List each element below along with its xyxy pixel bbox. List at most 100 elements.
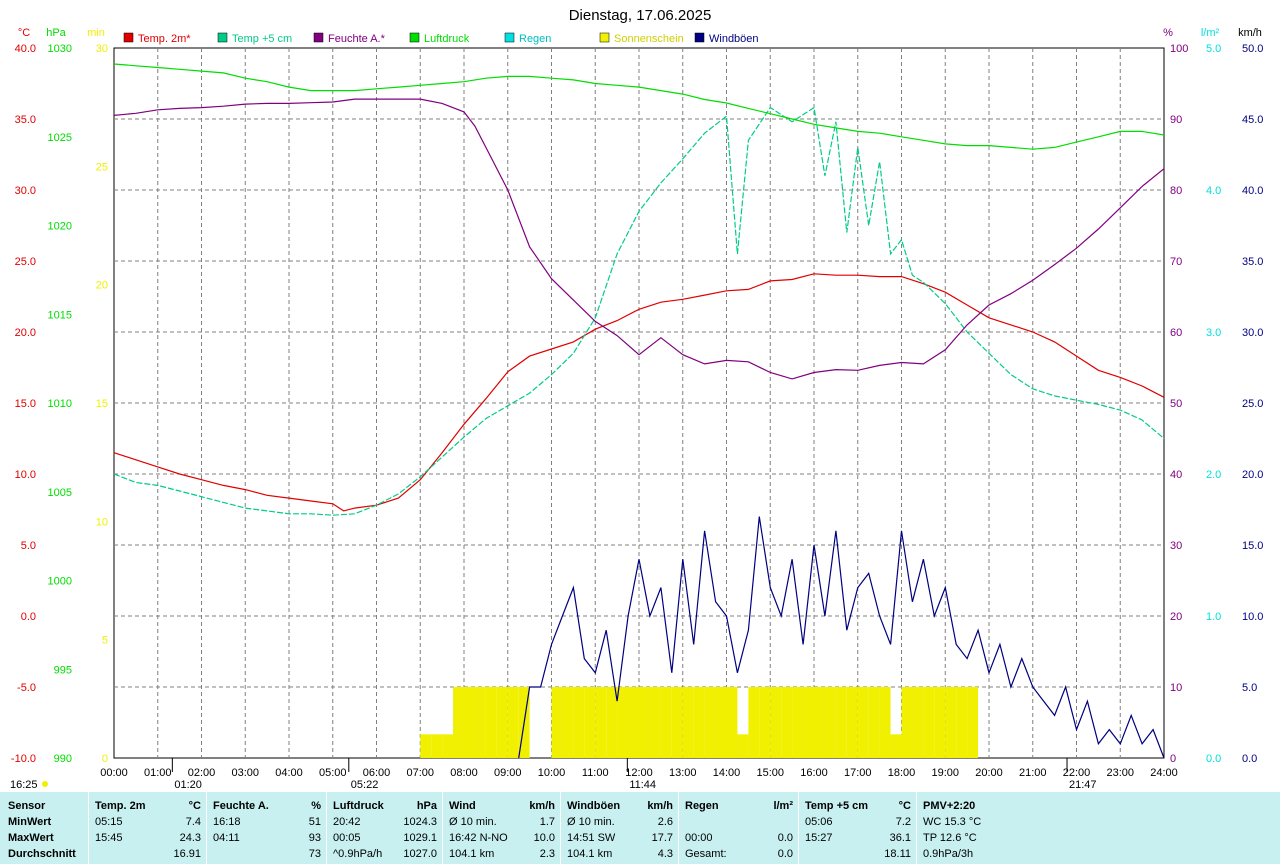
summary-group-unit: hPa	[416, 800, 437, 812]
legend-swatch	[409, 32, 420, 43]
humidity-tick-label: 60	[1170, 327, 1182, 339]
summary-group-title: Wind	[449, 800, 476, 812]
summary-group-title: Luftdruck	[333, 800, 384, 812]
legend-swatch	[313, 32, 324, 43]
temp2m-line	[113, 273, 1165, 512]
sunshine-bar	[901, 687, 913, 758]
legend-label: Feuchte A.*	[328, 33, 386, 45]
legend-swatch	[694, 32, 705, 43]
sunshine-bar	[726, 687, 738, 758]
summary-group-unit: °C	[188, 800, 201, 812]
x-tick-label: 14:00	[713, 767, 741, 779]
summary-group: Feuchte A.% 16:18 51 04:11 93 73	[206, 792, 327, 864]
wind-tick-label: 25.0	[1242, 398, 1263, 410]
summary-cell-value: 18.11	[884, 848, 911, 860]
rain-tick-label: 1.0	[1206, 611, 1221, 623]
x-tick-label: 04:00	[275, 767, 303, 779]
legend-swatch	[504, 32, 515, 43]
summary-cell-value: 24.3	[179, 832, 201, 844]
summary-cell-value: 1027.0	[403, 848, 437, 860]
sunshine-unit-label: min	[87, 27, 105, 39]
rain-tick-label: 4.0	[1206, 185, 1221, 197]
temp5cm-line	[113, 106, 1165, 516]
summary-cell-label: 15:45	[95, 832, 123, 844]
solar-noon-marker-label: 11:44	[629, 779, 656, 791]
summary-cell-label: Ø 10 min.	[567, 816, 615, 828]
summary-group-unit: l/m²	[773, 800, 793, 812]
sunshine-bar	[573, 687, 585, 758]
summary-group-unit: %	[311, 800, 321, 812]
sunshine-bar	[923, 687, 935, 758]
legend-label: Luftdruck	[424, 33, 470, 45]
summary-group-title: PMV+2:20	[923, 800, 976, 812]
sunshine-bar	[956, 687, 968, 758]
summary-cell-label: Gesamt:	[685, 848, 727, 860]
humidity-tick-label: 20	[1170, 611, 1182, 623]
summary-group: Luftdruck hPa 20:42 1024.3 00:05 1029.1 ^0.9hP…	[326, 792, 443, 864]
pressure-tick-label: 1005	[48, 487, 72, 499]
x-tick-label: 24:00	[1150, 767, 1178, 779]
humidity-tick-label: 40	[1170, 469, 1182, 481]
wind-tick-label: 30.0	[1242, 327, 1263, 339]
rain-tick-label: 0.0	[1206, 753, 1221, 765]
sunshine-tick-label: 5	[102, 635, 108, 647]
wind-tick-label: 45.0	[1242, 114, 1263, 126]
sunshine-bar	[639, 687, 650, 758]
sunshine-bar	[474, 687, 486, 758]
sunshine-bar	[693, 687, 705, 758]
summary-cell-value: 1.7	[539, 816, 555, 828]
sunshine-bar	[715, 687, 727, 758]
chart-events: 16:25 01:20 05:22 11:44 21:47	[10, 758, 1097, 791]
temp-unit-label: °C	[18, 27, 30, 39]
summary-group-title: Feuchte A.	[213, 800, 269, 812]
sunshine-tick-label: 20	[96, 280, 108, 292]
humidity-line	[113, 98, 1165, 380]
wind-tick-label: 0.0	[1242, 753, 1257, 765]
sunshine-bar	[442, 734, 454, 758]
humidity-tick-label: 0	[1170, 753, 1176, 765]
summary-group-title: Regen	[685, 800, 719, 812]
sunshine-tick-label: 25	[96, 161, 108, 173]
temp-tick-label: 10.0	[15, 469, 36, 481]
sunshine-bar	[507, 687, 519, 758]
summary-cell-label: 00:05	[333, 832, 361, 844]
x-tick-label: 05:00	[319, 767, 347, 779]
x-tick-label: 21:00	[1019, 767, 1047, 779]
humidity-tick-label: 70	[1170, 256, 1182, 268]
sunshine-bar	[595, 687, 607, 758]
wind-tick-label: 15.0	[1242, 540, 1263, 552]
sunshine-bars	[420, 687, 979, 758]
summary-cell-label: 05:15	[95, 816, 123, 828]
legend-label: Regen	[519, 33, 551, 45]
summary-group: Temp. 2m °C 05:15 7.4 15:45 24.3 16.91	[88, 792, 207, 864]
chart-title: Dienstag, 17.06.2025	[569, 7, 712, 24]
legend-swatch	[217, 32, 228, 43]
temp-tick-label: 25.0	[15, 256, 36, 268]
sunshine-bar	[890, 734, 902, 758]
summary-sensor-header: Sensor	[8, 800, 46, 812]
x-tick-label: 19:00	[931, 767, 959, 779]
sunshine-bar	[967, 687, 979, 758]
summary-group-unit: km/h	[647, 800, 673, 812]
event-left-time: 16:25	[10, 779, 38, 791]
summary-cell-value: 7.4	[185, 816, 201, 828]
pressure-unit-label: hPa	[46, 27, 66, 39]
summary-group-unit: °C	[898, 800, 911, 812]
summary-cell-value: 16.91	[173, 848, 201, 860]
rain-tick-label: 3.0	[1206, 327, 1221, 339]
x-tick-label: 06:00	[363, 767, 391, 779]
summary-group: PMV+2:20 WC 15.3 °C TP 12.6 °C 0.9hPa/3h	[916, 792, 1037, 864]
sunshine-bar	[485, 687, 497, 758]
pressure-tick-label: 1010	[48, 398, 72, 410]
summary-cell-label: 05:06	[805, 816, 833, 828]
summary-cell-value: 51	[308, 816, 321, 828]
summary-group: Regen l/m² 00:00 0.0 Gesamt: 0.0	[678, 792, 799, 864]
gusts-line	[518, 516, 1165, 759]
summary-cell-label: 0.9hPa/3h	[923, 848, 974, 860]
temp-tick-label: 30.0	[15, 185, 36, 197]
pressure-tick-label: 1000	[48, 576, 72, 588]
temp-tick-label: 0.0	[21, 611, 36, 623]
sunshine-bar	[617, 687, 629, 758]
sunshine-bar	[748, 687, 760, 758]
legend-label: Windböen	[709, 33, 759, 45]
